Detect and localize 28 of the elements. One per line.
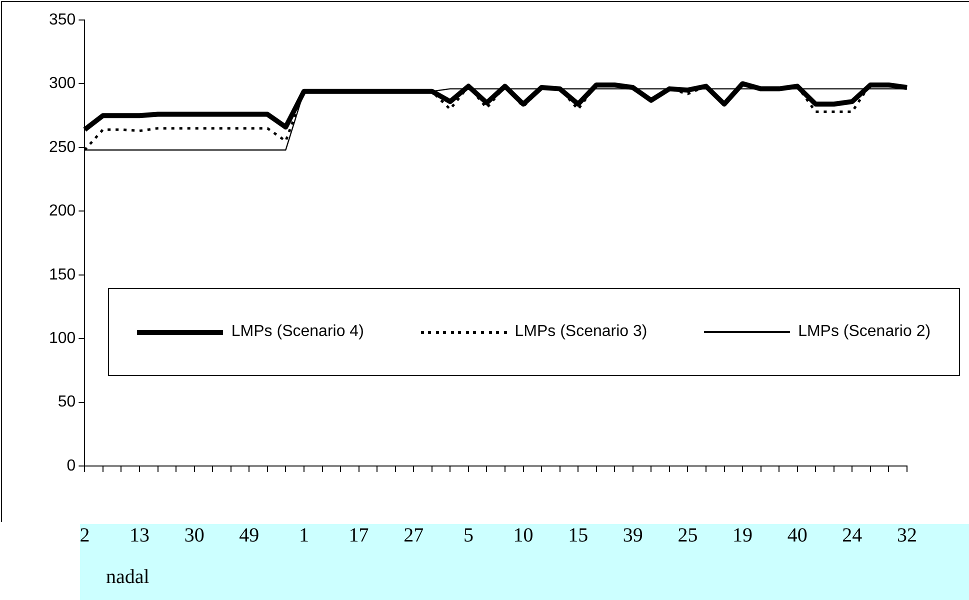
y-tick-label: 100	[48, 330, 76, 347]
x-tick-label: 5	[463, 524, 474, 546]
x-tick-label: 10	[513, 524, 534, 546]
x-tick-label: 19	[732, 524, 753, 546]
text: nadal	[106, 566, 150, 589]
legend-label: LMPs (Scenario 4)	[231, 323, 364, 341]
y-tick-label: 150	[48, 266, 76, 284]
x-tick-label: 24	[842, 524, 862, 546]
x-tick-label: 2	[80, 524, 90, 546]
x-tick-label: 1	[298, 524, 309, 546]
y-tick-label: 250	[48, 138, 76, 156]
y-tick-label: 300	[48, 75, 76, 92]
y-tick-label: 350	[48, 11, 76, 28]
y-tick-label: 50	[58, 394, 76, 411]
x-tick-label: 39	[622, 524, 643, 546]
x-tick-label: 25	[678, 524, 698, 546]
x-tick-label: 32	[897, 524, 917, 546]
x-tick-label: 17	[348, 524, 369, 546]
x-tick-label: 30	[184, 524, 204, 546]
legend-label: LMPs (Scenario 2)	[798, 323, 931, 341]
legend-label: LMPs (Scenario 3)	[514, 323, 648, 341]
y-tick-label: 0	[66, 457, 76, 474]
y-tick-label: 200	[48, 202, 76, 220]
x-tick-label: 40	[787, 524, 808, 546]
x-tick-label: 13	[130, 524, 150, 546]
x-tick-label: 15	[568, 524, 588, 546]
x-tick-label: 27	[404, 524, 424, 546]
x-tick-label: 49	[239, 524, 260, 546]
